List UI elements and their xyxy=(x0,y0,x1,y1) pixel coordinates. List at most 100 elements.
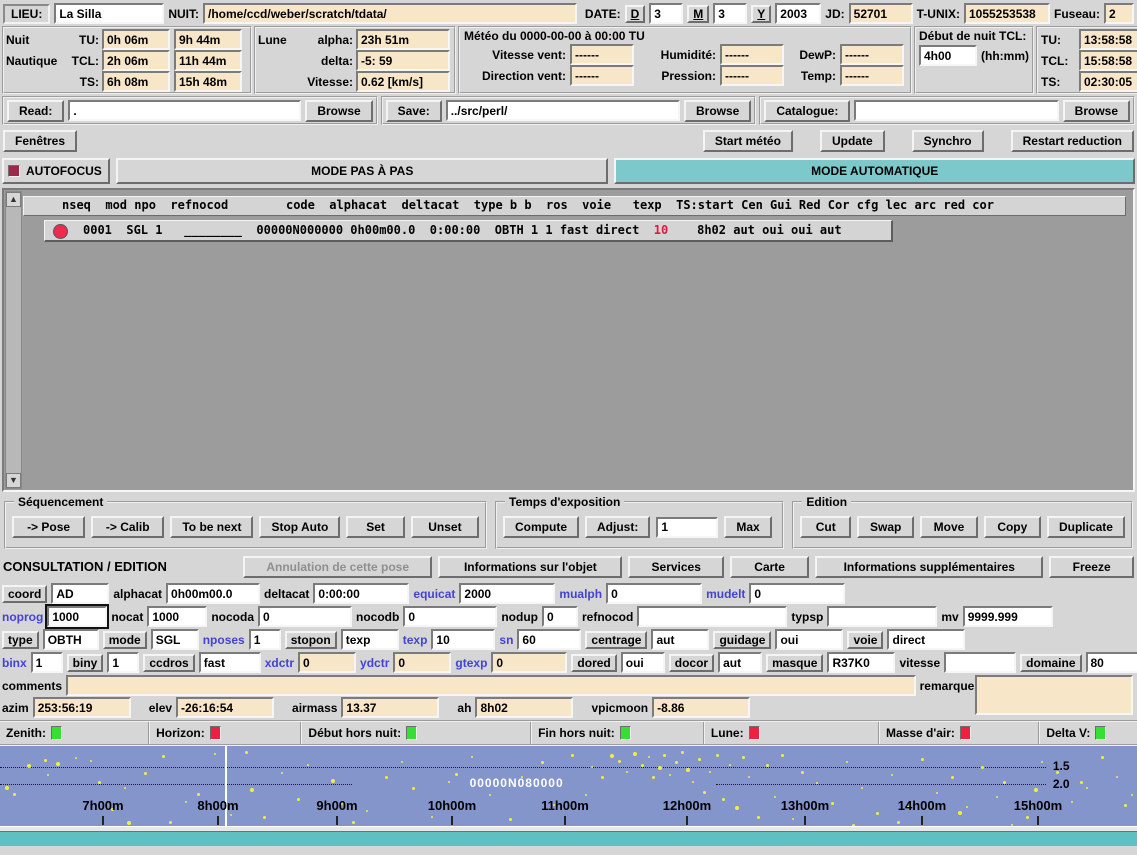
fenetres-button[interactable]: Fenêtres xyxy=(3,129,78,152)
dored-button[interactable]: dored xyxy=(571,653,617,672)
info-supp-button[interactable]: Informations supplémentaires xyxy=(815,555,1044,578)
clock-ts[interactable] xyxy=(1079,71,1137,92)
nposes-input[interactable] xyxy=(248,629,281,650)
move-button[interactable]: Move xyxy=(920,516,978,538)
type-input[interactable] xyxy=(42,629,99,650)
read-browse-button[interactable]: Browse xyxy=(305,99,373,122)
vpicmoon-input[interactable] xyxy=(652,697,751,718)
day-button[interactable]: D xyxy=(624,4,646,23)
start-meteo-button[interactable]: Start météo xyxy=(702,129,793,152)
nodup-input[interactable] xyxy=(542,606,578,627)
table-row[interactable]: 0001 SGL 1 ________ 00000N000000 0h00m00… xyxy=(44,220,893,242)
synchro-button[interactable]: Synchro xyxy=(911,129,984,152)
coord-button[interactable]: coord xyxy=(2,584,48,603)
max-button[interactable]: Max xyxy=(724,516,772,538)
read-button[interactable]: Read: xyxy=(7,99,65,122)
typsp-input[interactable] xyxy=(827,606,938,627)
dored-input[interactable] xyxy=(620,652,665,673)
nuit-input[interactable] xyxy=(203,3,577,24)
masque-button[interactable]: masque xyxy=(766,653,824,672)
guidage-input[interactable] xyxy=(775,629,844,650)
alphacat-input[interactable] xyxy=(166,583,261,604)
cut-button[interactable]: Cut xyxy=(800,516,852,538)
ccdros-input[interactable] xyxy=(198,652,261,673)
tunix-input[interactable] xyxy=(963,3,1050,24)
unset-button[interactable]: Unset xyxy=(410,516,480,538)
mudelt-input[interactable] xyxy=(749,583,846,604)
binx-input[interactable] xyxy=(30,652,63,673)
mode-pas-a-pas-button[interactable]: MODE PAS À PAS xyxy=(116,158,609,184)
swap-button[interactable]: Swap xyxy=(857,516,915,538)
clock-tcl[interactable] xyxy=(1079,50,1137,71)
catalogue-button[interactable]: Catalogue: xyxy=(764,99,851,122)
mualph-input[interactable] xyxy=(606,583,703,604)
azim-input[interactable] xyxy=(32,697,131,718)
vent-input[interactable] xyxy=(570,44,634,65)
catalogue-input[interactable] xyxy=(854,100,1059,121)
deltacat-input[interactable] xyxy=(313,583,410,604)
biny-input[interactable] xyxy=(107,652,140,673)
elev-input[interactable] xyxy=(176,697,275,718)
year-button[interactable]: Y xyxy=(751,4,772,23)
month-input[interactable] xyxy=(713,3,748,24)
type-button[interactable]: type xyxy=(2,630,39,649)
docor-button[interactable]: docor xyxy=(668,653,715,672)
year-input[interactable] xyxy=(775,3,822,24)
save-browse-button[interactable]: Browse xyxy=(683,99,752,122)
pression-input[interactable] xyxy=(720,65,784,86)
dewp-input[interactable] xyxy=(840,44,904,65)
biny-button[interactable]: biny xyxy=(66,653,104,672)
refnocod-input[interactable] xyxy=(637,606,788,627)
ts-end[interactable] xyxy=(174,71,242,92)
vitesse-form-input[interactable] xyxy=(944,652,1017,673)
nocodb-input[interactable] xyxy=(403,606,498,627)
docor-input[interactable] xyxy=(718,652,763,673)
ccdros-button[interactable]: ccdros xyxy=(143,653,195,672)
read-path-input[interactable] xyxy=(68,100,302,121)
set-button[interactable]: Set xyxy=(346,516,405,538)
nuit-tu-start[interactable] xyxy=(102,29,170,50)
compute-button[interactable]: Compute xyxy=(503,516,579,538)
nocoda-input[interactable] xyxy=(258,606,353,627)
remarques-input[interactable] xyxy=(975,675,1133,715)
nuit-tu-end[interactable] xyxy=(174,29,242,50)
gtexp-input[interactable] xyxy=(491,652,568,673)
centrage-input[interactable] xyxy=(651,629,710,650)
voie-button[interactable]: voie xyxy=(847,630,884,649)
carte-button[interactable]: Carte xyxy=(730,555,810,578)
nocat-input[interactable] xyxy=(147,606,208,627)
direction-input[interactable] xyxy=(570,65,634,86)
info-objet-button[interactable]: Informations sur l'objet xyxy=(438,555,623,578)
xdctr-input[interactable] xyxy=(298,652,357,673)
ydctr-input[interactable] xyxy=(393,652,452,673)
calib-button[interactable]: -> Calib xyxy=(91,516,165,538)
stop-auto-button[interactable]: Stop Auto xyxy=(259,516,341,538)
mode-button[interactable]: mode xyxy=(102,630,147,649)
texp-input[interactable] xyxy=(431,629,496,650)
nautique-tcl-start[interactable] xyxy=(102,50,170,71)
services-button[interactable]: Services xyxy=(628,555,725,578)
lune-vitesse[interactable] xyxy=(356,71,450,92)
sn-input[interactable] xyxy=(517,629,582,650)
domaine-button[interactable]: domaine xyxy=(1020,653,1082,672)
scroll-down-icon[interactable]: ▼ xyxy=(6,473,21,488)
timeline-plot[interactable]: 1.5 2.0 00000N080000 7h00m 8h00m 9h00m 10h0… xyxy=(0,746,1137,826)
lune-alpha[interactable] xyxy=(356,29,450,50)
temp-input[interactable] xyxy=(840,65,904,86)
coord-input[interactable] xyxy=(51,583,110,604)
adjust-input[interactable] xyxy=(656,516,719,538)
autofocus-toggle[interactable]: AUTOFOCUS xyxy=(2,158,110,184)
mode-automatique-button[interactable]: MODE AUTOMATIQUE xyxy=(614,158,1135,184)
duplicate-button[interactable]: Duplicate xyxy=(1046,516,1125,538)
ah-input[interactable] xyxy=(475,697,574,718)
adjust-button[interactable]: Adjust: xyxy=(585,516,651,538)
table-scrollbar[interactable]: ▲ ▼ xyxy=(5,191,22,489)
domaine-input[interactable] xyxy=(1085,652,1137,673)
freeze-button[interactable]: Freeze xyxy=(1049,555,1134,578)
month-button[interactable]: M xyxy=(687,4,710,23)
jd-input[interactable] xyxy=(848,3,913,24)
centrage-button[interactable]: centrage xyxy=(585,630,648,649)
scroll-up-icon[interactable]: ▲ xyxy=(6,192,21,207)
debut-input[interactable] xyxy=(919,45,977,66)
guidage-button[interactable]: guidage xyxy=(713,630,772,649)
